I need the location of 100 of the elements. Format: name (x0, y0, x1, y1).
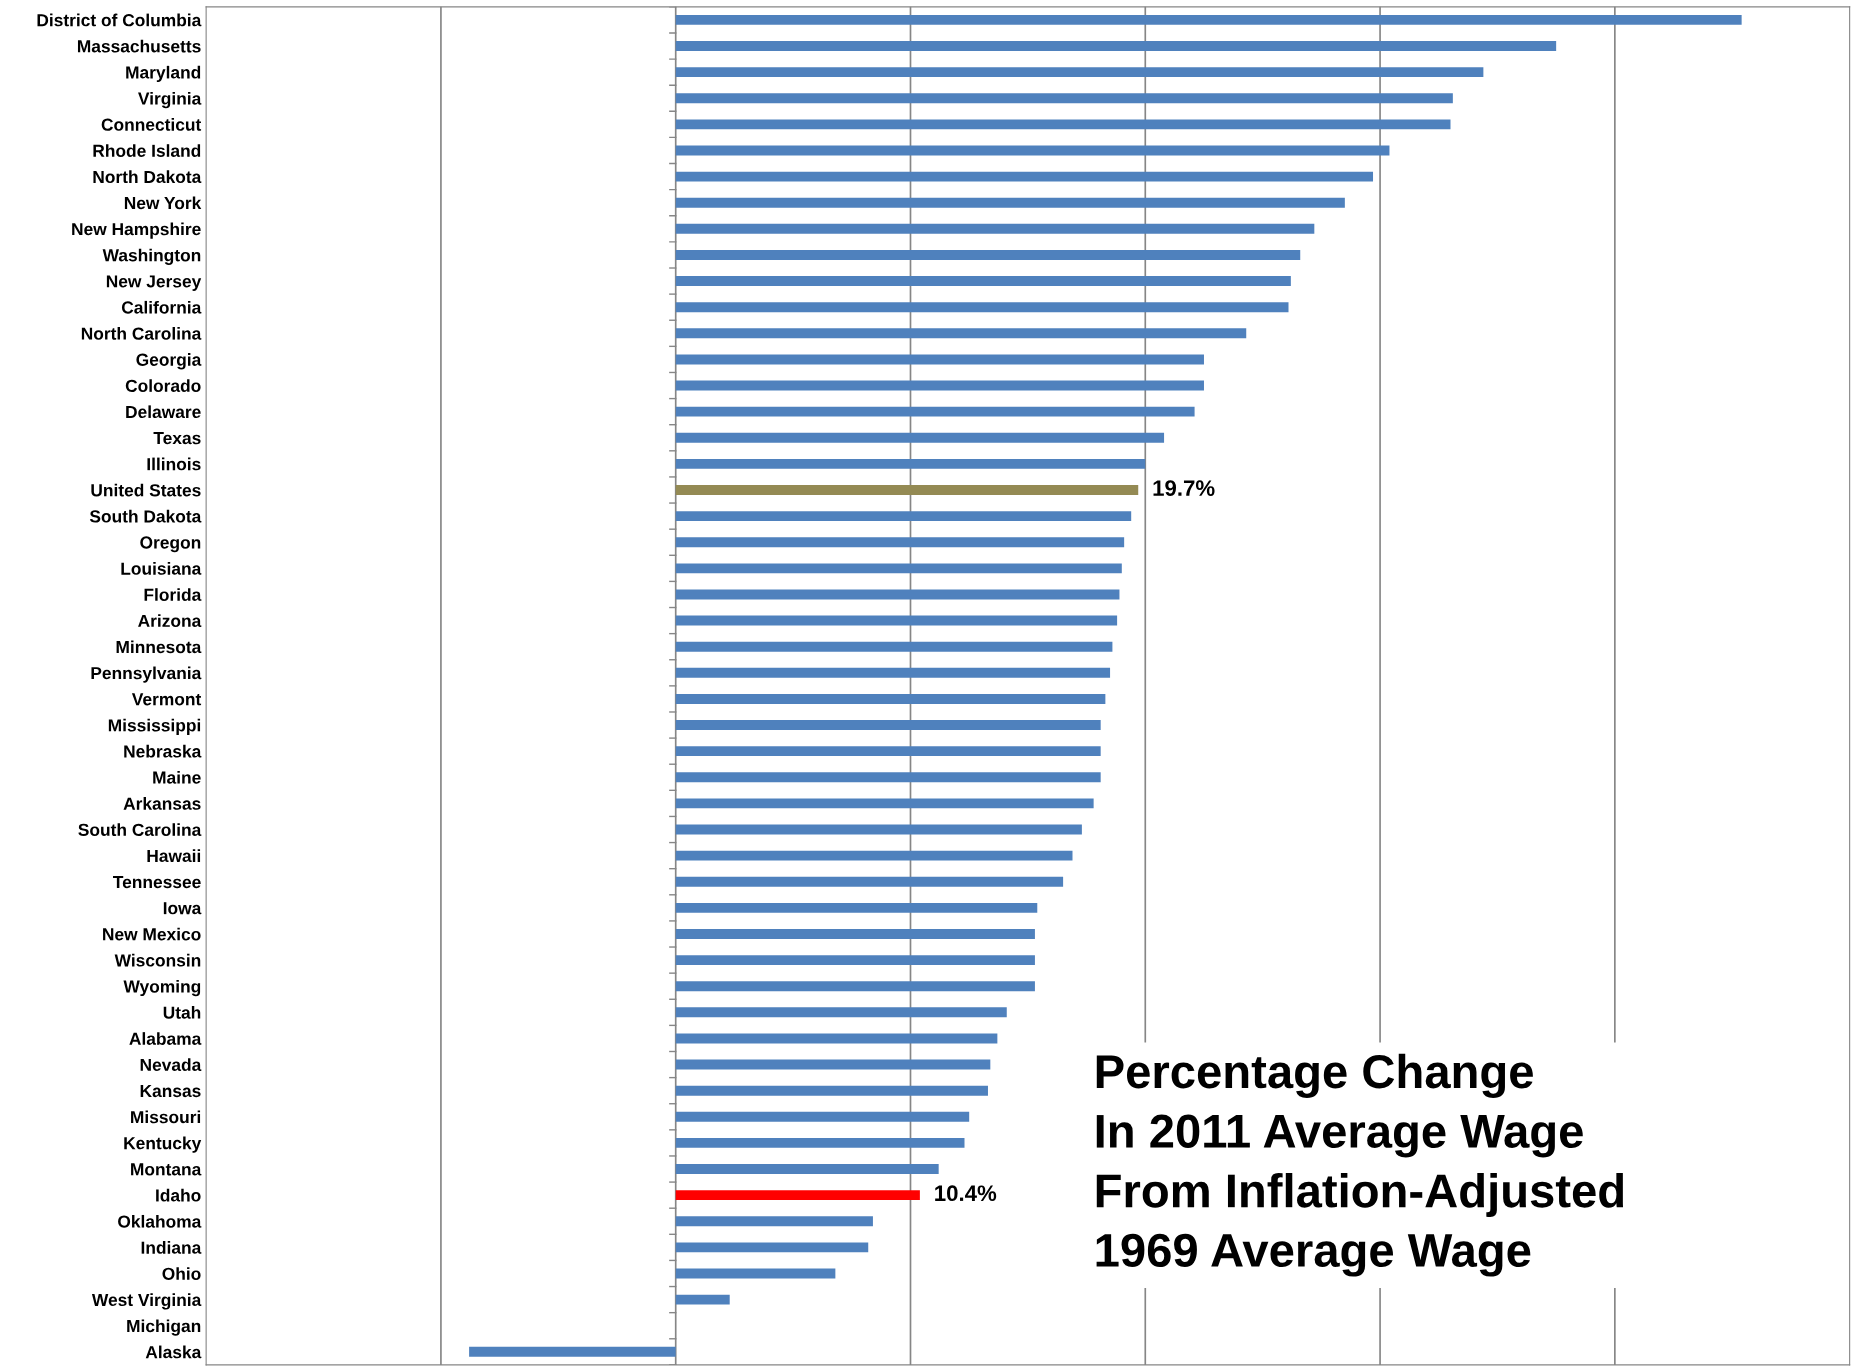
y-tick-label: North Carolina (81, 327, 202, 340)
bar (675, 981, 1035, 992)
bar (675, 1137, 965, 1148)
y-tick-label: Nebraska (124, 744, 202, 758)
y-tick-label: Oregon (140, 536, 201, 553)
bar (675, 1294, 730, 1305)
y-tick-label: Utah (163, 1006, 201, 1019)
bar (675, 93, 1453, 104)
bar (675, 1190, 920, 1201)
y-tick-label: Illinois (147, 457, 201, 471)
y-tick-label: Michigan (127, 1319, 201, 1336)
bar (675, 41, 1557, 51)
bar (675, 563, 1122, 574)
y-tick-label: North Dakota (93, 170, 202, 184)
bar (675, 537, 1125, 548)
bar (675, 276, 1291, 287)
bar (675, 850, 1073, 861)
y-tick-label: District of Columbia (37, 13, 202, 27)
bar (469, 1346, 676, 1357)
y-tick-label: Wyoming (123, 979, 201, 997)
bar (675, 458, 1146, 469)
y-tick-label: Kansas (140, 1085, 201, 1098)
y-tick-label: New Hampshire (72, 222, 201, 239)
y-tick-label: Massachusetts (77, 39, 201, 53)
y-tick-label: Florida (144, 588, 202, 601)
y-tick-label: Minnesota (116, 640, 202, 654)
bar (675, 171, 1374, 182)
data-label: 19.7% (1153, 480, 1215, 496)
y-tick-label: Colorado (125, 379, 201, 392)
y-tick-label: Nevada (140, 1058, 202, 1072)
bar (675, 615, 1118, 626)
y-tick-label: California (121, 300, 202, 314)
y-tick-label: Indiana (141, 1241, 202, 1254)
y-tick-label: United States (91, 483, 201, 497)
bar (675, 772, 1101, 783)
bar (675, 380, 1204, 391)
bar (675, 197, 1345, 208)
y-tick-label: Alaska (145, 1345, 202, 1359)
bar (675, 798, 1094, 809)
y-tick-label: South Dakota (89, 509, 202, 523)
y-tick-label: Tennessee (113, 876, 201, 889)
bar (675, 955, 1035, 966)
bar (675, 902, 1038, 913)
bar (675, 406, 1195, 417)
y-tick-label: South Carolina (78, 823, 202, 836)
y-tick-label: New York (124, 196, 202, 210)
bar (675, 693, 1106, 704)
bar (675, 1059, 991, 1070)
bar (675, 354, 1204, 365)
data-label: 10.4% (935, 1185, 997, 1202)
bar (675, 641, 1113, 652)
y-tick-label: West Virginia (91, 1293, 202, 1310)
bar (675, 67, 1484, 78)
y-tick-label: Delaware (126, 405, 201, 419)
bar (675, 1164, 939, 1174)
bar (675, 589, 1120, 600)
y-tick-label: Virginia (138, 91, 202, 109)
bar (675, 1111, 970, 1122)
y-tick-label: Pennsylvania (91, 666, 202, 683)
y-tick-label: Arizona (138, 614, 202, 628)
bar (675, 432, 1165, 443)
y-tick-label: Missouri (131, 1110, 201, 1124)
y-tick-label: Ohio (162, 1267, 201, 1280)
y-tick-label: Alabama (129, 1032, 202, 1045)
y-tick-label: Wisconsin (114, 953, 201, 967)
y-tick-label: Maryland (126, 65, 201, 83)
y-tick-label: Hawaii (147, 849, 201, 863)
bar (675, 1033, 998, 1044)
bar (675, 720, 1101, 731)
bar (675, 14, 1742, 25)
y-tick-label: Rhode Island (93, 144, 201, 157)
y-tick-label: Arkansas (123, 797, 201, 810)
y-tick-label: Georgia (136, 353, 202, 370)
bar (675, 485, 1139, 495)
bar (675, 119, 1451, 130)
y-tick-label: Oklahoma (118, 1214, 202, 1228)
bar (675, 223, 1315, 234)
y-tick-label: Connecticut (101, 118, 202, 131)
bar (675, 511, 1132, 522)
y-tick-label: New Mexico (103, 927, 201, 941)
bar (675, 824, 1082, 835)
y-tick-label: Idaho (156, 1188, 201, 1202)
y-tick-label: Maine (153, 770, 201, 784)
bar (675, 328, 1247, 339)
bar (675, 1216, 873, 1227)
bar (675, 746, 1101, 757)
text: Percentage Change In 2011 Average Wage From Inflation-Adjusted 1969 Average Wage (1096, 1053, 1624, 1277)
y-tick-label: Mississippi (108, 718, 201, 735)
y-tick-label: Kentucky (124, 1136, 202, 1153)
bar (675, 1242, 869, 1253)
bar (675, 145, 1390, 156)
bar (675, 1085, 988, 1096)
bar (675, 249, 1301, 260)
bar (675, 1268, 836, 1279)
bar (675, 876, 1064, 887)
y-tick-label: Vermont (131, 693, 202, 706)
y-tick-label: Louisiana (121, 562, 202, 575)
y-tick-label: Washington (102, 248, 201, 265)
y-tick-label: Iowa (163, 902, 202, 915)
y-tick-label: Montana (131, 1163, 202, 1176)
